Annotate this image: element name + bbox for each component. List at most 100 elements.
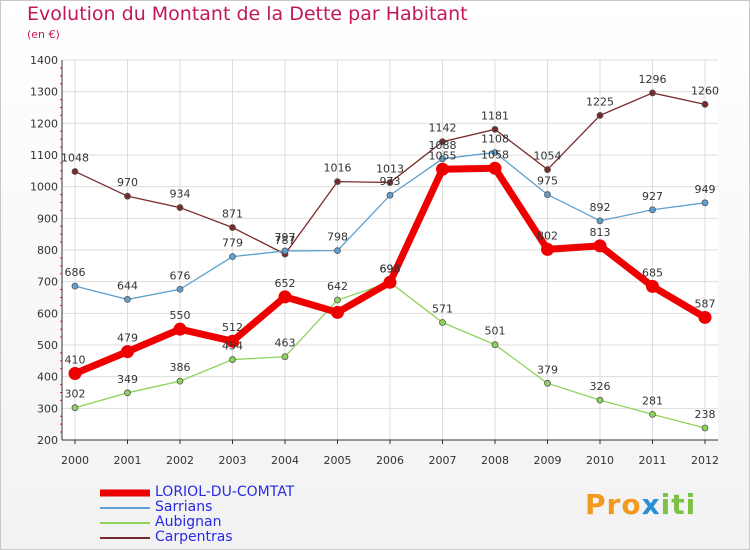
x-tick-label: 2000 [61, 454, 89, 467]
data-point [334, 296, 341, 304]
proxiti-logo: Proxiti [585, 488, 697, 521]
data-label: 970 [117, 176, 138, 189]
x-tick-label: 2006 [376, 454, 404, 467]
data-label: 797 [275, 231, 296, 244]
data-point [701, 100, 709, 108]
data-point [176, 285, 184, 293]
x-tick-label: 2008 [481, 454, 509, 467]
data-label: 802 [537, 229, 558, 242]
x-tick-label: 2007 [429, 454, 457, 467]
data-label: 975 [537, 175, 558, 188]
data-point [701, 199, 709, 207]
data-point [649, 206, 656, 214]
x-tick-label: 2011 [639, 454, 667, 467]
data-point [649, 89, 656, 97]
data-point [596, 217, 604, 225]
data-point [491, 341, 499, 349]
data-label: 463 [275, 337, 296, 350]
legend-label-aubignan: Aubignan [155, 514, 222, 530]
data-label: 1260 [691, 84, 719, 97]
x-tick-label: 2003 [219, 454, 247, 467]
data-label: 501 [485, 325, 506, 338]
data-label: 1108 [481, 132, 509, 145]
data-label: 1013 [376, 163, 404, 176]
y-tick-label: 800 [37, 244, 58, 257]
data-label: 571 [432, 303, 453, 316]
y-tick-label: 900 [37, 212, 58, 225]
legend-label-carpentras: Carpentras [155, 529, 233, 545]
data-label: 410 [65, 354, 86, 367]
data-point [229, 253, 236, 261]
data-label: 1058 [481, 148, 509, 161]
data-point [596, 396, 604, 404]
data-point [281, 353, 289, 361]
data-point [544, 379, 551, 387]
data-label: 454 [222, 340, 243, 353]
data-point [386, 179, 394, 186]
data-label: 686 [65, 266, 86, 279]
data-label: 379 [537, 363, 558, 376]
data-label: 550 [170, 309, 191, 322]
data-point [649, 410, 656, 418]
data-label: 512 [222, 321, 243, 334]
data-point [334, 178, 341, 186]
data-point [491, 125, 499, 133]
data-label: 973 [380, 175, 401, 188]
data-label: 281 [642, 394, 663, 407]
data-label: 1088 [429, 139, 457, 152]
data-point [439, 138, 446, 146]
data-point [331, 305, 344, 319]
legend-label-sarrians: Sarrians [155, 499, 213, 515]
data-label: 479 [117, 332, 138, 345]
data-point [226, 334, 239, 348]
data-label: 813 [590, 226, 611, 239]
data-point [701, 424, 709, 432]
x-tick-label: 2009 [534, 454, 562, 467]
data-point [68, 367, 82, 380]
data-label: 652 [275, 277, 296, 290]
data-label: 642 [327, 280, 348, 293]
y-tick-label: 1300 [30, 86, 58, 99]
y-tick-label: 1000 [30, 181, 58, 194]
data-point [646, 279, 659, 293]
y-tick-label: 300 [37, 402, 58, 415]
data-label: 1048 [61, 151, 89, 164]
y-tick-label: 1200 [30, 117, 58, 130]
data-label: 934 [170, 188, 191, 201]
data-label: 698 [380, 262, 401, 275]
legend-label-loriol: LORIOL-DU-COMTAT [155, 484, 295, 500]
data-label: 685 [642, 266, 663, 279]
data-label: 1016 [324, 162, 352, 175]
data-point [176, 377, 184, 385]
data-point [541, 242, 554, 256]
data-point [124, 295, 131, 303]
x-tick-label: 2004 [271, 454, 299, 467]
chart-title: Evolution du Montant de la Dette par Hab… [27, 3, 468, 25]
data-label: 1054 [534, 150, 562, 163]
data-point [386, 191, 394, 199]
data-point [439, 155, 446, 163]
data-label: 1055 [429, 149, 457, 162]
y-tick-label: 200 [37, 434, 58, 447]
data-point [281, 247, 289, 255]
data-point [121, 345, 134, 359]
data-label: 1225 [586, 95, 614, 108]
data-point [124, 192, 131, 200]
data-label: 1296 [639, 73, 667, 86]
x-tick-label: 2012 [691, 454, 719, 467]
data-label: 927 [642, 190, 663, 203]
chart-subtitle: (en €) [27, 28, 60, 41]
data-label: 949 [695, 183, 716, 196]
data-point [229, 224, 236, 231]
x-tick-label: 2002 [166, 454, 194, 467]
data-point [173, 322, 187, 336]
data-point [593, 239, 607, 253]
data-label: 349 [117, 373, 138, 386]
data-point [229, 356, 236, 363]
data-point [698, 310, 712, 324]
data-label: 587 [695, 297, 716, 310]
data-label: 892 [590, 201, 611, 214]
x-tick-label: 2010 [586, 454, 614, 467]
data-point [71, 404, 79, 412]
